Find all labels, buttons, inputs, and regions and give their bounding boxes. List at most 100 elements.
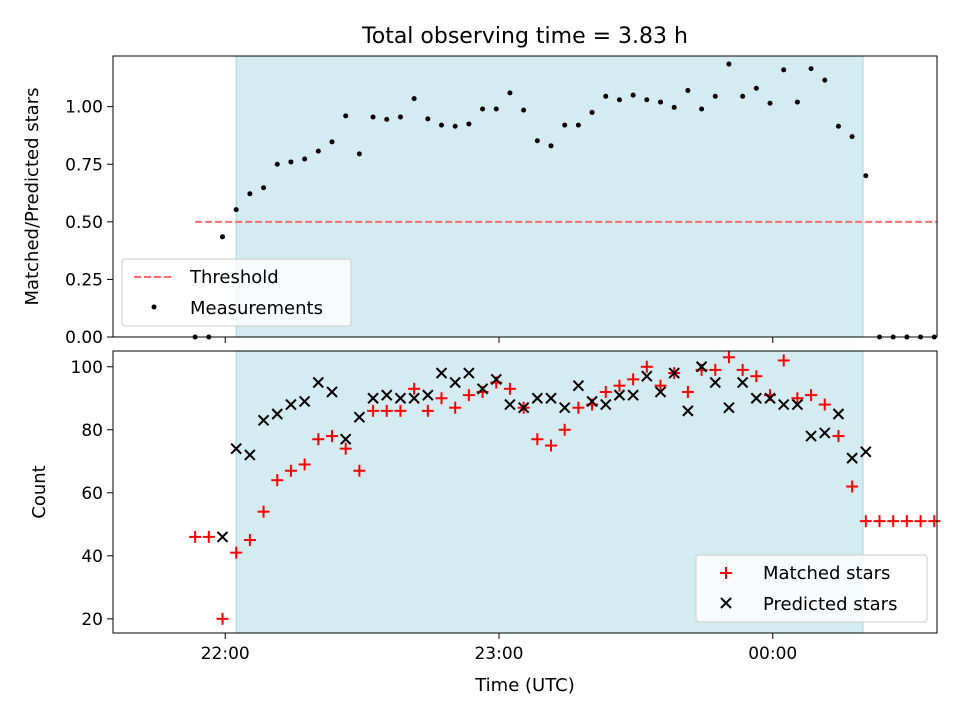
measurement-point xyxy=(439,122,445,128)
predicted-stars-point xyxy=(381,389,393,401)
measurement-point xyxy=(658,99,664,105)
predicted-stars-point-stroke-b xyxy=(695,361,708,373)
measurement-point xyxy=(699,106,705,112)
predicted-stars-point xyxy=(750,392,763,404)
predicted-stars-point-stroke-b xyxy=(545,392,557,404)
predicted-stars-point xyxy=(326,386,338,398)
count-panel-frame xyxy=(112,350,938,634)
measurement-point xyxy=(411,96,417,102)
predicted-stars-point-stroke-b xyxy=(586,395,598,408)
matched-stars-point xyxy=(284,464,297,477)
y-tick-label: 0.75 xyxy=(65,155,103,175)
predicted-stars-point-stroke-b xyxy=(600,398,612,411)
measurement-point xyxy=(781,67,787,73)
measurement-point xyxy=(794,99,800,105)
predicted-stars-point xyxy=(846,452,858,464)
ratio-legend-box xyxy=(121,258,352,327)
matched-stars-point xyxy=(722,351,735,364)
predicted-stars-point-stroke-b xyxy=(271,408,283,420)
legend-matched-swatch xyxy=(720,567,732,579)
predicted-stars-point xyxy=(408,392,420,404)
measurement-point xyxy=(343,113,349,119)
matched-stars-point xyxy=(189,530,202,543)
matched-stars-point xyxy=(832,430,845,443)
matched-stars-point xyxy=(846,480,859,493)
matched-stars-point xyxy=(777,354,790,367)
measurement-point xyxy=(507,90,513,96)
predicted-stars-point xyxy=(422,389,434,401)
predicted-stars-point-stroke-b xyxy=(422,389,434,401)
matched-stars-point xyxy=(599,385,612,398)
predicted-stars-point xyxy=(230,442,242,455)
measurement-point xyxy=(548,143,554,149)
predicted-stars-point xyxy=(723,402,735,414)
predicted-stars-point xyxy=(353,411,366,423)
measurement-point xyxy=(247,191,253,197)
predicted-stars-point xyxy=(736,376,749,389)
x-tick-label: 00:00 xyxy=(748,644,797,664)
y-tick-label: 0.25 xyxy=(65,270,103,290)
measurement-point xyxy=(233,207,239,213)
legend-measurements-label: Measurements xyxy=(190,298,323,319)
predicted-stars-point-stroke-b xyxy=(777,398,790,411)
measurement-point xyxy=(822,77,828,83)
predicted-stars-point xyxy=(627,389,639,401)
predicted-stars-point xyxy=(572,379,585,392)
matched-stars-point xyxy=(750,370,763,383)
predicted-stars-point-stroke-b xyxy=(572,379,585,392)
measurement-point xyxy=(288,159,294,165)
predicted-stars-point-stroke-b xyxy=(531,392,544,404)
predicted-stars-point-stroke-b xyxy=(654,386,667,398)
predicted-stars-point-stroke-b xyxy=(805,430,817,442)
matched-stars-point xyxy=(613,379,626,392)
chart-title: Total observing time = 3.83 h xyxy=(361,24,688,49)
matched-stars-point xyxy=(462,389,475,402)
measurement-point xyxy=(220,234,226,240)
matched-stars-point xyxy=(216,612,229,625)
predicted-stars-point-stroke-b xyxy=(449,376,461,389)
predicted-stars-point-stroke-b xyxy=(353,411,366,423)
matched-stars-point xyxy=(339,442,352,455)
measurement-point xyxy=(835,123,841,129)
matched-stars-point xyxy=(421,404,434,417)
predicted-stars-point xyxy=(682,405,694,417)
predicted-stars-point-stroke-b xyxy=(723,402,735,414)
predicted-stars-point xyxy=(558,402,571,414)
predicted-stars-point-stroke-b xyxy=(668,367,680,379)
predicted-stars-point-stroke-b xyxy=(285,398,297,411)
measurement-point xyxy=(863,173,869,179)
matched-stars-point xyxy=(230,546,243,559)
matched-stars-point xyxy=(298,458,311,471)
predicted-stars-point-stroke-b xyxy=(709,376,721,389)
matched-stars-point xyxy=(394,404,407,417)
measurement-point xyxy=(712,93,718,99)
measurement-point xyxy=(302,156,308,162)
matched-stars-point xyxy=(558,423,571,436)
measurement-point xyxy=(644,97,650,103)
predicted-stars-point xyxy=(271,408,283,420)
predicted-stars-point xyxy=(504,398,516,411)
matched-stars-point xyxy=(736,363,749,376)
measurement-point xyxy=(480,106,486,112)
x-axis-label: Time (UTC) xyxy=(474,675,575,696)
count-y-axis-label: Count xyxy=(29,465,50,518)
predicted-stars-point-stroke-b xyxy=(846,452,858,464)
predicted-stars-point xyxy=(586,395,598,408)
predicted-stars-point-stroke-b xyxy=(750,392,763,404)
measurement-point xyxy=(808,66,814,72)
matched-stars-point xyxy=(380,404,393,417)
matched-stars-point xyxy=(914,515,927,528)
predicted-stars-point-stroke-b xyxy=(463,367,475,379)
measurement-point xyxy=(384,116,390,122)
predicted-stars-point-stroke-b xyxy=(312,376,325,389)
matched-stars-point xyxy=(818,398,831,411)
matched-stars-point xyxy=(859,515,872,528)
measurement-point xyxy=(466,121,472,127)
matched-stars-point xyxy=(257,505,270,518)
measurement-point xyxy=(329,139,335,145)
matched-stars-point xyxy=(353,464,366,477)
measurement-point xyxy=(397,114,403,120)
measurement-point xyxy=(630,92,636,98)
predicted-stars-point-stroke-b xyxy=(764,392,776,404)
y-tick-label: 80 xyxy=(81,421,103,441)
